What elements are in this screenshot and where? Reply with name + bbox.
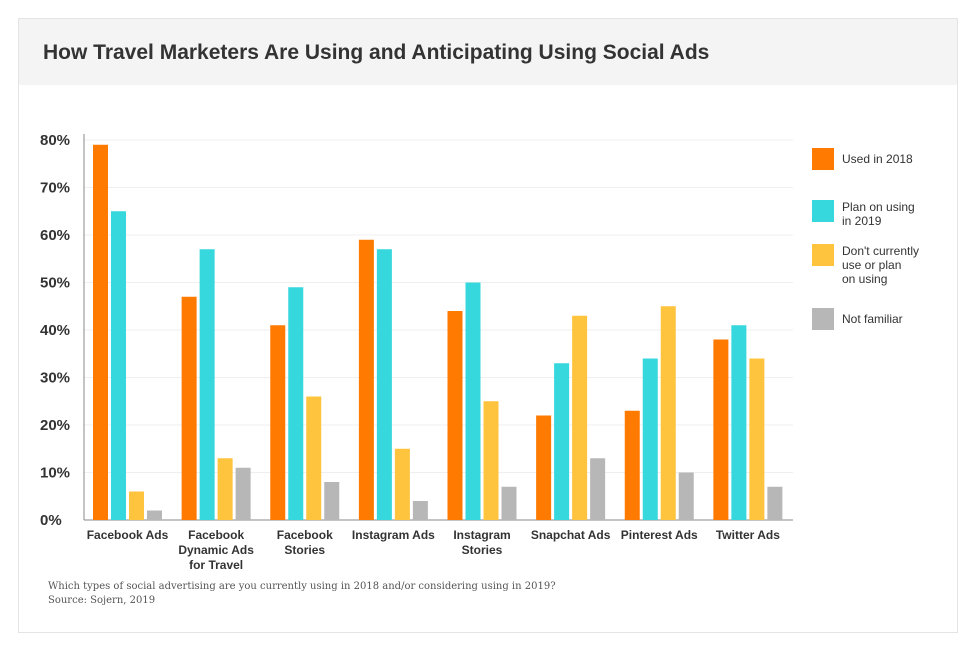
bar-don-t-currently-use-or-plan-on-using [306,396,322,520]
bar-don-t-currently-use-or-plan-on-using [129,491,144,520]
bar-don-t-currently-use-or-plan-on-using [749,358,765,520]
legend-label: Don't currently use or plan on using [842,244,919,286]
legend-swatch [812,148,834,170]
x-tick-label: Stories [284,543,325,557]
bar-plan-on-using-in-2019 [376,249,392,520]
bar-used-in-2018 [713,339,729,520]
bar-plan-on-using-in-2019 [731,325,747,520]
x-tick-label: for Travel [189,558,243,572]
legend-label: Not familiar [842,312,903,326]
bar-don-t-currently-use-or-plan-on-using [483,401,499,520]
bar-used-in-2018 [624,410,640,520]
bar-plan-on-using-in-2019 [111,211,126,520]
bar-used-in-2018 [447,311,463,520]
bar-used-in-2018 [536,415,552,520]
bar-not-familiar [412,501,428,520]
x-tick-label: Instagram [453,528,510,542]
x-tick-label: Facebook Ads [87,528,169,542]
bar-plan-on-using-in-2019 [554,363,570,520]
survey-question: Which types of social advertising are yo… [48,581,556,592]
bar-plan-on-using-in-2019 [288,287,304,520]
bar-don-t-currently-use-or-plan-on-using [394,448,410,520]
bar-plan-on-using-in-2019 [199,249,215,520]
legend-label: Used in 2018 [842,152,913,166]
x-tick-label: Snapchat Ads [531,528,611,542]
bar-don-t-currently-use-or-plan-on-using [217,458,233,520]
source-note: Source: Sojern, 2019 [48,595,156,606]
y-tick-label: 30% [40,370,70,387]
bar-plan-on-using-in-2019 [642,358,658,520]
bar-used-in-2018 [358,239,374,520]
y-tick-label: 50% [40,275,70,292]
bar-not-familiar [501,486,517,520]
chart-title: How Travel Marketers Are Using and Antic… [43,41,710,64]
chart-footer: Which types of social advertising are yo… [48,580,556,608]
bar-not-familiar [767,486,783,520]
bar-used-in-2018 [93,144,108,520]
legend-swatch [812,308,834,330]
title-bar: How Travel Marketers Are Using and Antic… [19,19,957,85]
y-tick-label: 80% [40,132,70,149]
x-tick-label: Stories [462,543,503,557]
bar-don-t-currently-use-or-plan-on-using [572,315,588,520]
legend-swatch [812,244,834,266]
x-tick-label: Twitter Ads [716,528,780,542]
bar-not-familiar [324,482,340,520]
x-tick-label: Facebook [277,528,333,542]
y-tick-label: 0% [40,512,62,529]
x-tick-label: Instagram Ads [352,528,435,542]
bar-not-familiar [590,458,606,520]
y-tick-label: 70% [40,180,70,197]
legend-swatch [812,200,834,222]
bar-plan-on-using-in-2019 [465,282,481,520]
bar-not-familiar [235,467,251,520]
bar-used-in-2018 [181,296,197,520]
y-tick-label: 40% [40,322,70,339]
legend-label: Plan on using in 2019 [842,200,915,228]
x-tick-label: Dynamic Ads [178,543,254,557]
x-tick-label: Facebook [188,528,244,542]
bar-not-familiar [147,510,162,520]
bar-not-familiar [678,472,694,520]
bar-used-in-2018 [270,325,286,520]
x-tick-label: Pinterest Ads [621,528,698,542]
y-tick-label: 60% [40,227,70,244]
chart-card: How Travel Marketers Are Using and Antic… [18,18,958,633]
bar-don-t-currently-use-or-plan-on-using [660,306,676,520]
y-tick-label: 10% [40,465,70,482]
y-tick-label: 20% [40,417,70,434]
